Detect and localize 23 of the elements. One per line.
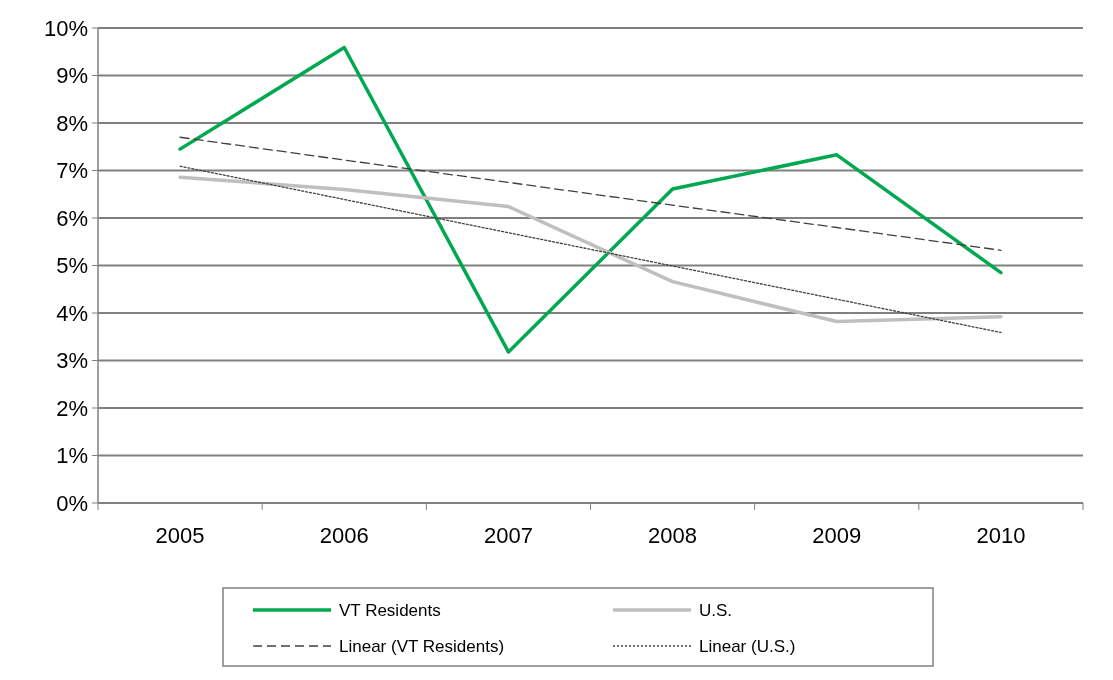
y-tick-label: 2% bbox=[56, 395, 88, 421]
y-tick-label: 4% bbox=[56, 300, 88, 326]
legend-label: U.S. bbox=[699, 600, 733, 620]
y-tick-label: 5% bbox=[56, 253, 88, 279]
y-tick-label: 6% bbox=[56, 205, 88, 231]
y-tick-label: 0% bbox=[56, 490, 88, 516]
line-series bbox=[179, 136, 1002, 251]
legend-label: Linear (U.S.) bbox=[699, 636, 796, 656]
y-tick-label: 1% bbox=[56, 443, 88, 469]
y-tick-label: 8% bbox=[56, 110, 88, 136]
y-tick-label: 7% bbox=[56, 158, 88, 184]
y-tick-label: 10% bbox=[43, 15, 88, 41]
x-tick-label: 2008 bbox=[648, 523, 698, 548]
legend-label: Linear (VT Residents) bbox=[339, 636, 505, 656]
legend-label: VT Residents bbox=[339, 600, 441, 620]
x-tick-label: 2007 bbox=[483, 523, 533, 548]
y-tick-label: 3% bbox=[56, 348, 88, 374]
x-tick-label: 2006 bbox=[319, 523, 369, 548]
y-tick-label: 9% bbox=[56, 63, 88, 89]
line-series bbox=[178, 45, 1003, 354]
x-tick-label: 2009 bbox=[812, 523, 862, 548]
x-tick-label: 2010 bbox=[976, 523, 1026, 548]
x-tick-label: 2005 bbox=[155, 523, 205, 548]
